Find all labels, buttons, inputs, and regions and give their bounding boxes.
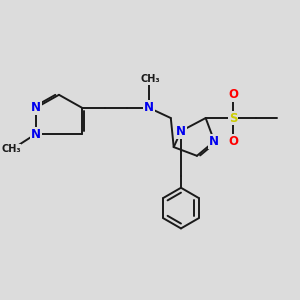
Text: N: N: [144, 101, 154, 114]
Text: CH₃: CH₃: [141, 74, 160, 84]
Text: N: N: [176, 124, 186, 138]
Text: CH₃: CH₃: [1, 144, 21, 154]
Text: S: S: [229, 112, 238, 124]
Text: N: N: [31, 101, 41, 114]
Text: N: N: [31, 128, 41, 140]
Text: O: O: [228, 88, 238, 101]
Text: N: N: [209, 135, 219, 148]
Text: O: O: [228, 135, 238, 148]
